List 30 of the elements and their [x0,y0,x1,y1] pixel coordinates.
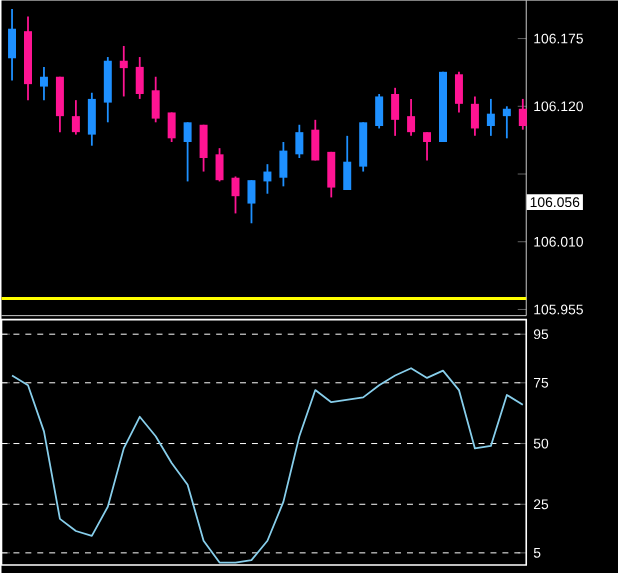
candlestick [375,93,384,130]
candlestick [359,121,368,173]
candlestick [518,98,527,132]
candlestick [423,131,432,162]
candlestick [327,151,336,199]
candlestick [279,141,288,188]
candlestick [263,163,272,196]
candlestick [103,56,112,124]
candlestick [454,71,463,114]
candlestick [391,87,400,138]
candlestick [167,112,176,144]
candlestick [119,45,128,98]
candlestick [151,76,160,124]
candlestick [135,56,144,101]
candlestick [470,96,479,138]
candlestick [343,135,352,192]
candlestick [247,179,256,225]
candlestick [183,121,192,183]
candlestick [502,105,511,140]
candlestick [87,92,96,148]
candlestick [486,98,495,138]
candlestick [407,98,416,138]
candlestick [8,8,17,82]
candlestick [311,119,320,162]
candlestick [215,147,224,183]
candlestick [71,99,80,137]
candlestick [39,66,48,102]
candlestick [199,124,208,173]
candlestick [295,124,304,160]
candlestick [55,76,64,134]
